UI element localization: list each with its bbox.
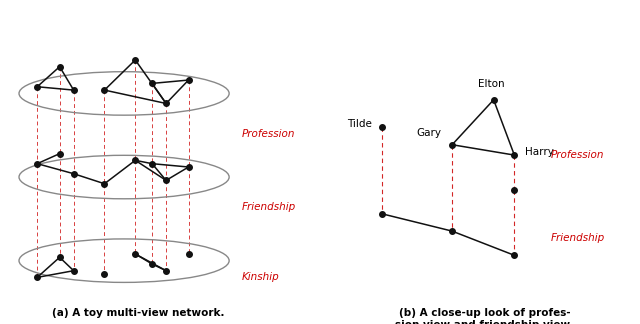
Text: Harry: Harry <box>525 147 554 156</box>
Text: Gary: Gary <box>417 128 442 138</box>
Text: Friendship: Friendship <box>550 233 605 243</box>
Text: Profession: Profession <box>550 150 604 160</box>
Text: Profession: Profession <box>242 129 295 139</box>
Text: Tilde: Tilde <box>347 119 372 129</box>
Text: Kinship: Kinship <box>242 272 280 283</box>
Text: (a) A toy multi-view network.: (a) A toy multi-view network. <box>52 308 225 318</box>
Text: Friendship: Friendship <box>242 202 296 212</box>
Text: (b) A close-up look of profes-
sion view and friendship view.: (b) A close-up look of profes- sion view… <box>396 308 574 324</box>
Text: Elton: Elton <box>477 79 504 89</box>
